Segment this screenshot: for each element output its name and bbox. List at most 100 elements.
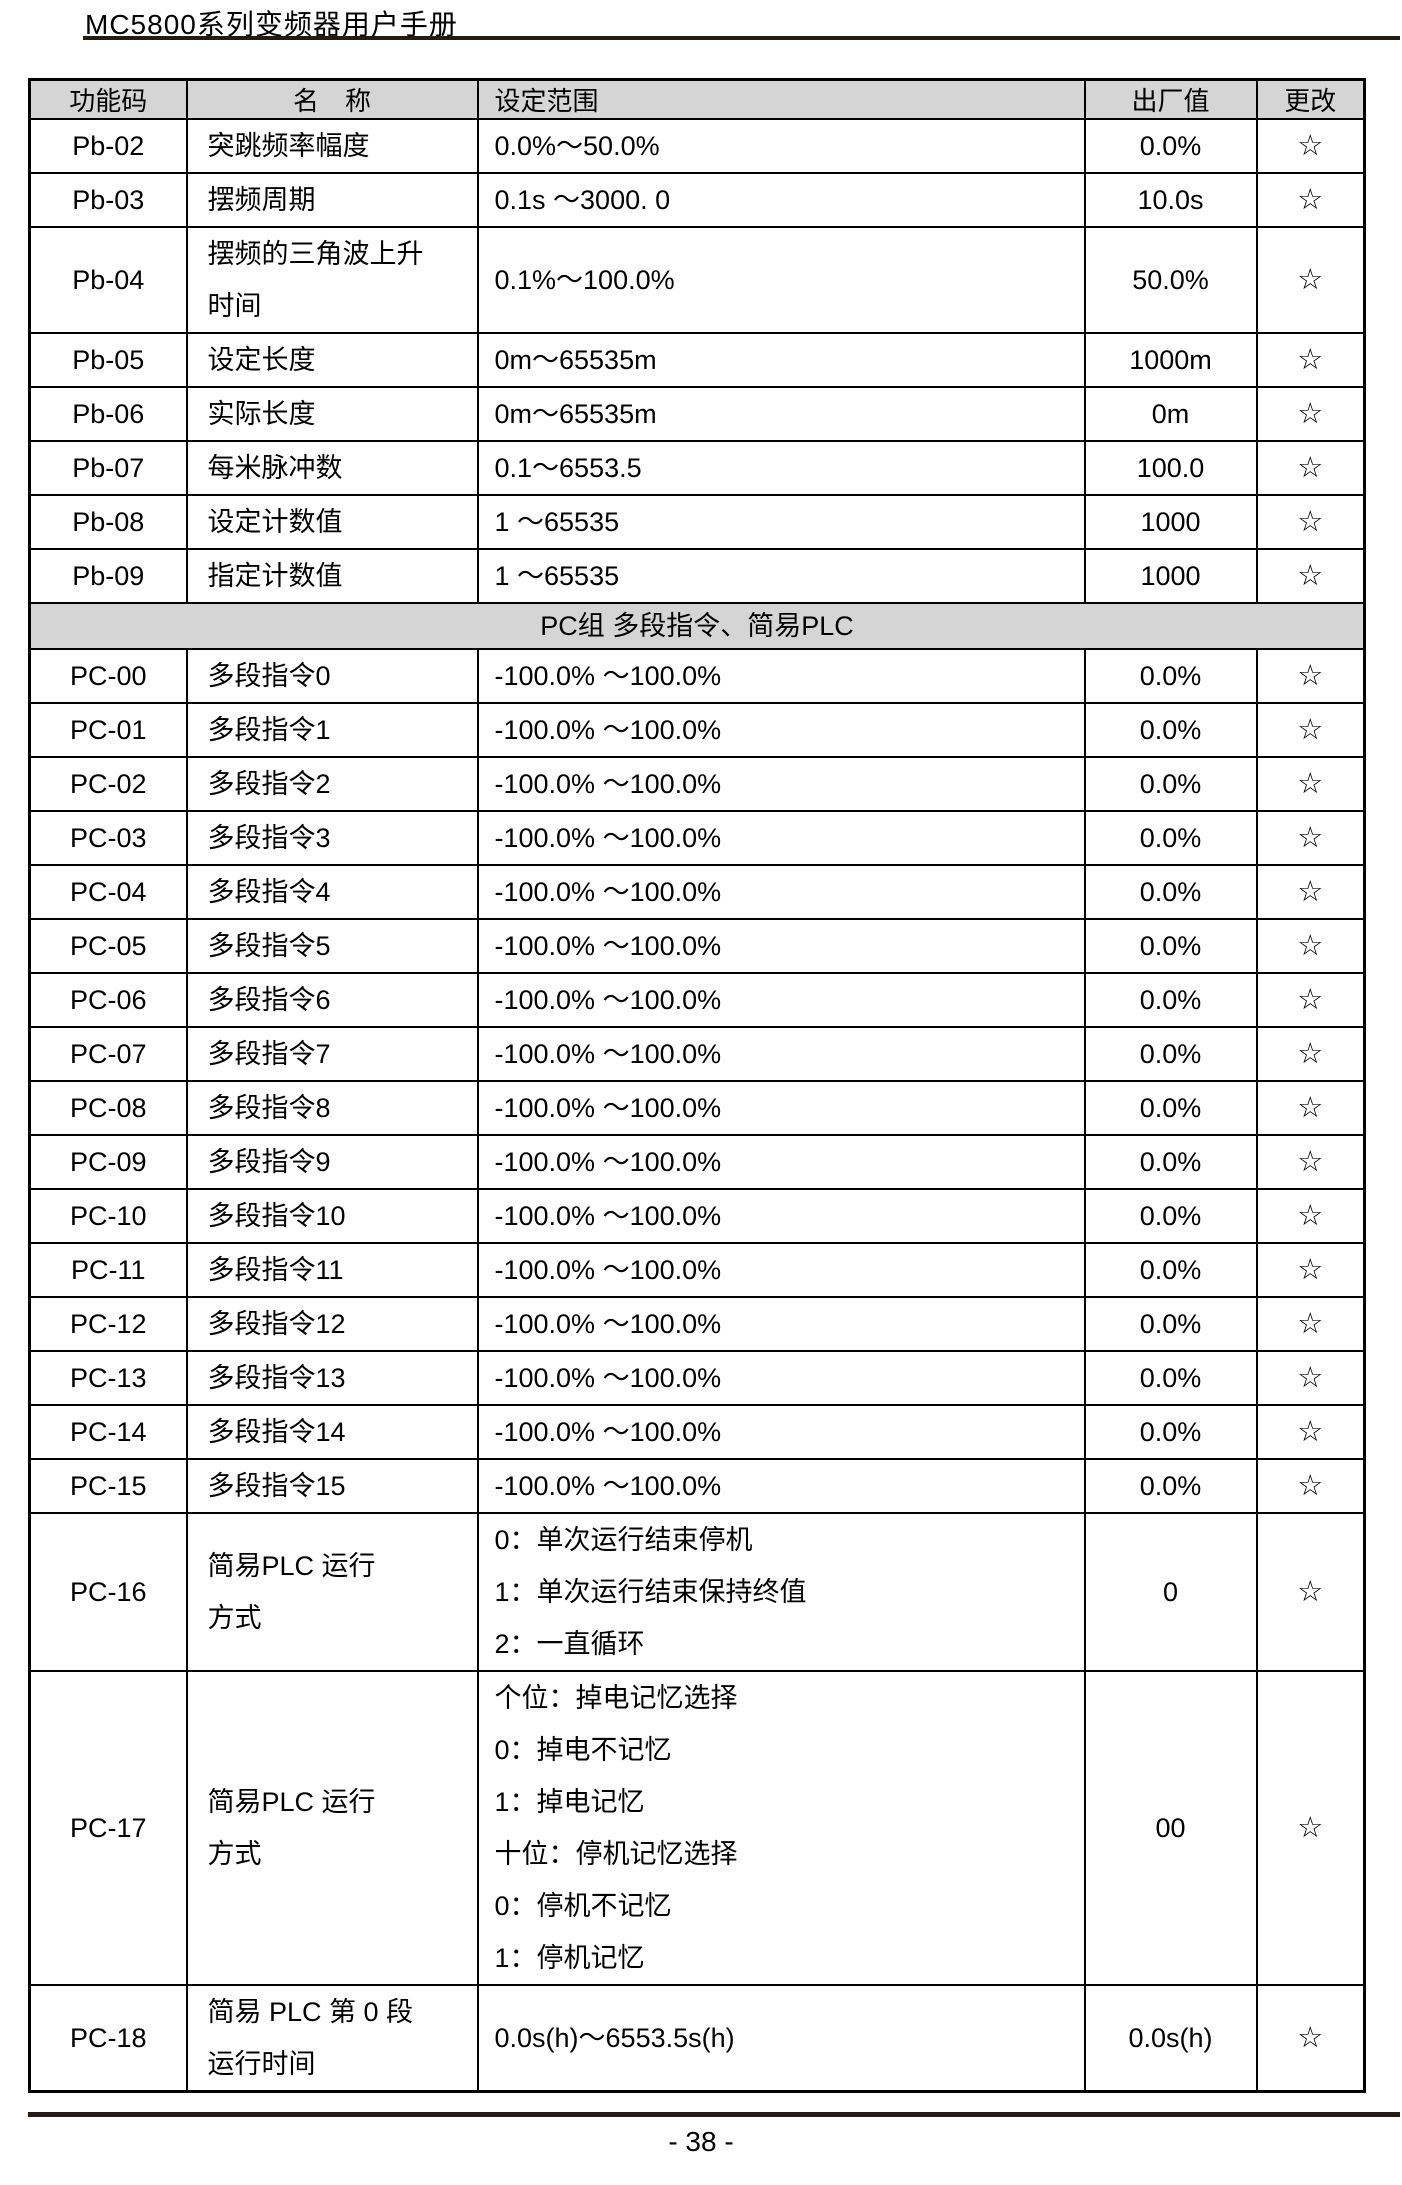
cell-default: 0.0% (1083, 918, 1258, 974)
cell-code: Pb-04 (28, 226, 188, 334)
cell-change: ☆ (1255, 864, 1366, 920)
cell-code: Pb-07 (28, 440, 188, 496)
header-row: 功能码 名 称 设定范围 出厂值 更改 (28, 78, 1366, 120)
cell-code: Pb-06 (28, 386, 188, 442)
page-title: MC5800系列变频器用户手册 (85, 9, 458, 40)
group-section-header: PC组 多段指令、简易PLC (28, 602, 1366, 650)
cell-code: PC-17 (28, 1670, 188, 1986)
cell-default: 10.0s (1083, 172, 1258, 228)
cell-code: PC-14 (28, 1404, 188, 1460)
cell-range: -100.0% ～100.0% (476, 918, 1086, 974)
cell-default: 0.0% (1083, 1404, 1258, 1460)
table-row: PC-08 多段指令8 -100.0% ～100.0% 0.0% ☆ (28, 1080, 1366, 1136)
cell-code: PC-13 (28, 1350, 188, 1406)
cell-default: 0.0% (1083, 810, 1258, 866)
table-row: PC-18 简易 PLC 第 0 段 运行时间 0.0s(h)～6553.5s(h)… (28, 1984, 1366, 2093)
cell-name: 多段指令0 (185, 648, 479, 704)
column-header-name: 名 称 (185, 78, 479, 120)
cell-default: 100.0 (1083, 440, 1258, 496)
cell-code: PC-07 (28, 1026, 188, 1082)
cell-name: 指定计数值 (185, 548, 479, 604)
cell-range: 0.1%～100.0% (476, 226, 1086, 334)
table-row: Pb-03 摆频周期 0.1s ～3000. 0 10.0s ☆ (28, 172, 1366, 228)
cell-code: PC-16 (28, 1512, 188, 1672)
cell-change: ☆ (1255, 1296, 1366, 1352)
cell-range: 0.1s ～3000. 0 (476, 172, 1086, 228)
table-row: PC-15 多段指令15 -100.0% ～100.0% 0.0% ☆ (28, 1458, 1366, 1514)
cell-change: ☆ (1255, 118, 1366, 174)
section-row: PC组 多段指令、简易PLC (28, 602, 1366, 650)
cell-change: ☆ (1255, 1242, 1366, 1298)
cell-code: PC-11 (28, 1242, 188, 1298)
table-row: Pb-08 设定计数值 1 ～65535 1000 ☆ (28, 494, 1366, 550)
cell-change: ☆ (1255, 972, 1366, 1028)
table-row: PC-10 多段指令10 -100.0% ～100.0% 0.0% ☆ (28, 1188, 1366, 1244)
table-row: PC-12 多段指令12 -100.0% ～100.0% 0.0% ☆ (28, 1296, 1366, 1352)
cell-name: 设定长度 (185, 332, 479, 388)
cell-change: ☆ (1255, 494, 1366, 550)
cell-code: PC-05 (28, 918, 188, 974)
cell-name: 多段指令13 (185, 1350, 479, 1406)
cell-default: 1000 (1083, 548, 1258, 604)
cell-code: PC-10 (28, 1188, 188, 1244)
table-row: PC-11 多段指令11 -100.0% ～100.0% 0.0% ☆ (28, 1242, 1366, 1298)
cell-range: 0m～65535m (476, 332, 1086, 388)
cell-name: 多段指令7 (185, 1026, 479, 1082)
table-header: 功能码 名 称 设定范围 出厂值 更改 (28, 78, 1366, 120)
cell-range: 0.0%～50.0% (476, 118, 1086, 174)
cell-change: ☆ (1255, 1188, 1366, 1244)
title-divider (83, 36, 1400, 40)
cell-name: 多段指令10 (185, 1188, 479, 1244)
table-row: PC-04 多段指令4 -100.0% ～100.0% 0.0% ☆ (28, 864, 1366, 920)
table-row: PC-17 简易PLC 运行 方式 个位：掉电记忆选择 0：掉电不记忆 1：掉电记忆… (28, 1670, 1366, 1986)
cell-change: ☆ (1255, 702, 1366, 758)
cell-default: 50.0% (1083, 226, 1258, 334)
table-row: PC-05 多段指令5 -100.0% ～100.0% 0.0% ☆ (28, 918, 1366, 974)
cell-code: Pb-09 (28, 548, 188, 604)
column-header-default: 出厂值 (1083, 78, 1258, 120)
cell-code: PC-12 (28, 1296, 188, 1352)
cell-default: 1000m (1083, 332, 1258, 388)
table-row: PC-09 多段指令9 -100.0% ～100.0% 0.0% ☆ (28, 1134, 1366, 1190)
table-row: PC-00 多段指令0 -100.0% ～100.0% 0.0% ☆ (28, 648, 1366, 704)
cell-name: 突跳频率幅度 (185, 118, 479, 174)
table-row: PC-07 多段指令7 -100.0% ～100.0% 0.0% ☆ (28, 1026, 1366, 1082)
cell-range: -100.0% ～100.0% (476, 972, 1086, 1028)
cell-name: 多段指令4 (185, 864, 479, 920)
table-row: Pb-04 摆频的三角波上升 时间 0.1%～100.0% 50.0% ☆ (28, 226, 1366, 334)
cell-range: -100.0% ～100.0% (476, 1134, 1086, 1190)
cell-range: 1 ～65535 (476, 548, 1086, 604)
table-row: PC-01 多段指令1 -100.0% ～100.0% 0.0% ☆ (28, 702, 1366, 758)
cell-name: 多段指令12 (185, 1296, 479, 1352)
cell-code: PC-06 (28, 972, 188, 1028)
cell-code: PC-09 (28, 1134, 188, 1190)
cell-change: ☆ (1255, 918, 1366, 974)
table-row: PC-06 多段指令6 -100.0% ～100.0% 0.0% ☆ (28, 972, 1366, 1028)
cell-change: ☆ (1255, 1404, 1366, 1460)
cell-change: ☆ (1255, 332, 1366, 388)
cell-change: ☆ (1255, 810, 1366, 866)
table-row: Pb-09 指定计数值 1 ～65535 1000 ☆ (28, 548, 1366, 604)
cell-default: 0.0% (1083, 1026, 1258, 1082)
cell-code: PC-18 (28, 1984, 188, 2093)
cell-change: ☆ (1255, 648, 1366, 704)
cell-range: 1 ～65535 (476, 494, 1086, 550)
cell-code: PC-02 (28, 756, 188, 812)
cell-code: Pb-02 (28, 118, 188, 174)
cell-name: 多段指令11 (185, 1242, 479, 1298)
cell-change: ☆ (1255, 1080, 1366, 1136)
cell-code: Pb-08 (28, 494, 188, 550)
table-row: Pb-06 实际长度 0m～65535m 0m ☆ (28, 386, 1366, 442)
cell-code: PC-01 (28, 702, 188, 758)
cell-default: 0.0% (1083, 1350, 1258, 1406)
cell-range: -100.0% ～100.0% (476, 1242, 1086, 1298)
cell-name: 简易 PLC 第 0 段 运行时间 (185, 1984, 479, 2093)
cell-default: 0.0% (1083, 1188, 1258, 1244)
cell-default: 00 (1083, 1670, 1258, 1986)
cell-change: ☆ (1255, 1026, 1366, 1082)
cell-default: 0.0% (1083, 1296, 1258, 1352)
cell-change: ☆ (1255, 1670, 1366, 1986)
parameter-table: 功能码 名 称 设定范围 出厂值 更改 Pb-02 突跳频率幅度 0.0%～50.0… (28, 78, 1366, 2093)
cell-default: 1000 (1083, 494, 1258, 550)
cell-change: ☆ (1255, 172, 1366, 228)
